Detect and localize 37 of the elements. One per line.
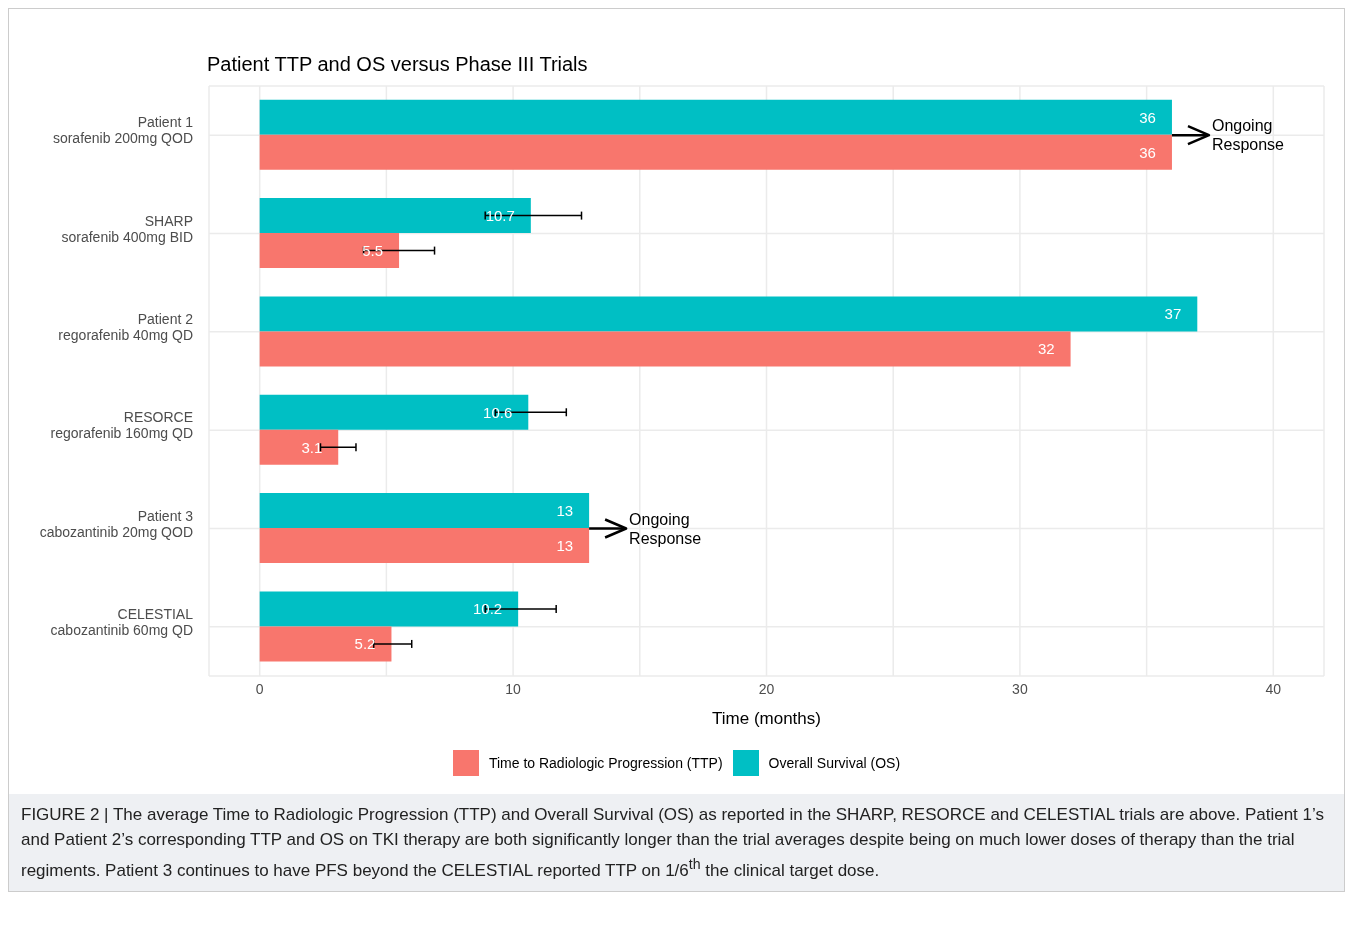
x-tick-label: 20	[758, 680, 775, 697]
data-label: 32	[1037, 340, 1055, 358]
bar	[259, 296, 1198, 332]
x-tick-label: 30	[1012, 680, 1028, 697]
data-label: 3.1	[301, 438, 323, 456]
annotation: Ongoing Response	[1211, 117, 1285, 154]
y-tick-label: Patient 3 cabozantinib 20mg QOD	[39, 507, 194, 540]
y-tick-label: Patient 2 regorafenib 40mg QD	[58, 310, 194, 343]
data-label: 13	[556, 536, 574, 554]
x-axis-title: Time (months)	[712, 709, 821, 728]
bar	[259, 626, 392, 662]
bar	[259, 493, 590, 529]
y-tick-label: RESORCE regorafenib 160mg QD	[50, 409, 193, 442]
x-tick-label: 0	[255, 680, 264, 697]
x-tick-label: 40	[1265, 680, 1282, 697]
bar	[259, 591, 519, 627]
legend-label: Overall Survival (OS)	[768, 755, 901, 771]
bar	[259, 331, 1071, 367]
bar	[259, 528, 590, 564]
bar	[259, 198, 531, 234]
chart-title: Patient TTP and OS versus Phase III Trials	[207, 53, 589, 76]
data-label: 36	[1139, 143, 1156, 161]
caption: FIGURE 2 | The average Time to Radiologic Progression (TTP) and Overall Survival (OS) as reported in the SHARP, RESORCE and CELESTIAL trials are above. Patient 1’s and Patient 2’s corresponding TTP and OS on TKI therapy are both significantly longer than the trial averages despite being on much lower doses of therapy than the trial regiments. Patient 3 continues to have PFS beyond the CELESTIAL reported TTP on 1/6$^{th}$ the clinical target dose.	[9, 794, 1344, 891]
data-label: 37	[1164, 305, 1182, 323]
bar	[259, 394, 529, 430]
bar	[259, 134, 1172, 170]
bar	[259, 99, 1172, 135]
annotation: Ongoing Response	[629, 510, 702, 547]
x-tick-label: 10	[505, 680, 522, 697]
y-tick-label: Patient 1 sorafenib 200mg QOD	[52, 114, 194, 147]
y-tick-label: SHARP sorafenib 400mg BID	[61, 212, 193, 245]
data-label: 13	[556, 501, 574, 519]
legend-label: Time to Radiologic Progression (TTP)	[488, 755, 723, 771]
data-label: 36	[1139, 108, 1156, 126]
bar	[259, 233, 400, 269]
y-tick-label: CELESTIAL cabozantinib 60mg QD	[50, 605, 194, 638]
bar	[259, 429, 339, 465]
